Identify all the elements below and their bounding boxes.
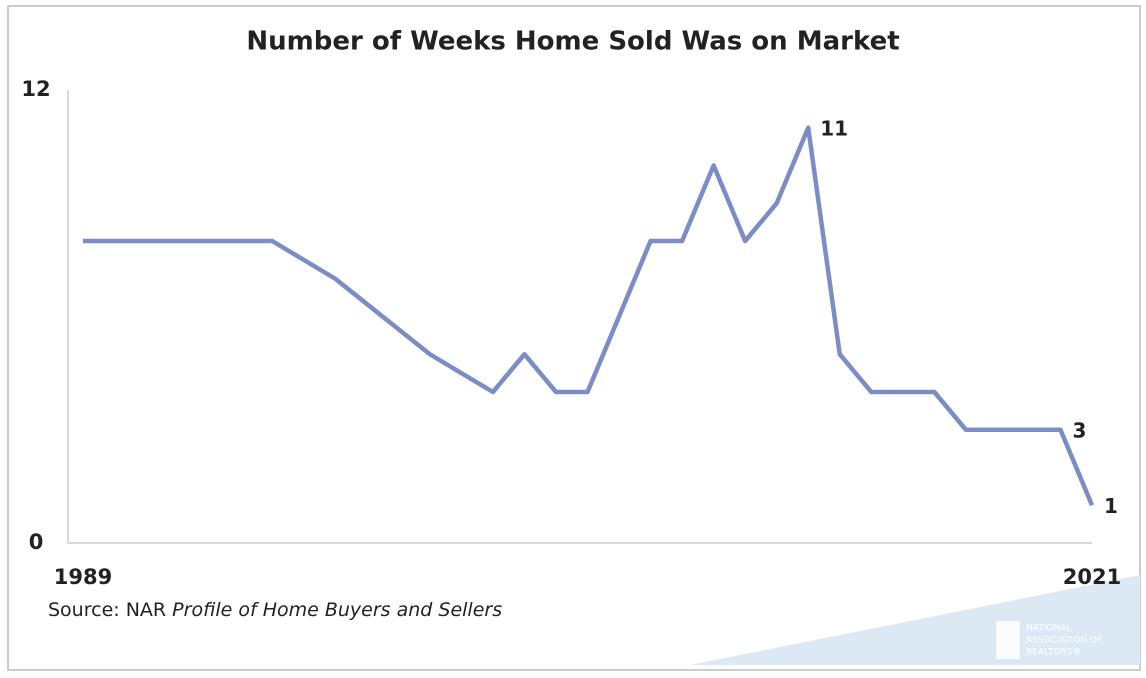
chart-title: Number of Weeks Home Sold Was on Market (246, 27, 899, 57)
logo: NATIONAL ASSOCIATION OF REALTORS® (1026, 624, 1102, 658)
data-label: 11 (820, 116, 848, 140)
source: Source: NAR Profile of Home Buyers and S… (48, 599, 502, 621)
y-tick-label: 0 (29, 530, 44, 554)
data-label: 1 (1104, 494, 1118, 518)
x-tick-label: 1989 (54, 565, 112, 589)
decor-band (690, 575, 1140, 665)
frame (7, 5, 1141, 671)
source-prefix: Source: NAR (48, 599, 166, 621)
source-title: Profile of Home Buyers and Sellers (172, 599, 502, 621)
data-label: 3 (1072, 418, 1086, 442)
logo-line: NATIONAL (1026, 624, 1071, 634)
line (83, 125, 1095, 507)
logo-line: ASSOCIATION OF (1026, 636, 1102, 646)
x-tick-label: 2021 (1063, 565, 1121, 589)
logo-line: REALTORS® (1026, 648, 1081, 658)
y-tick-label: 12 (21, 77, 50, 101)
logo-icon (996, 621, 1020, 659)
